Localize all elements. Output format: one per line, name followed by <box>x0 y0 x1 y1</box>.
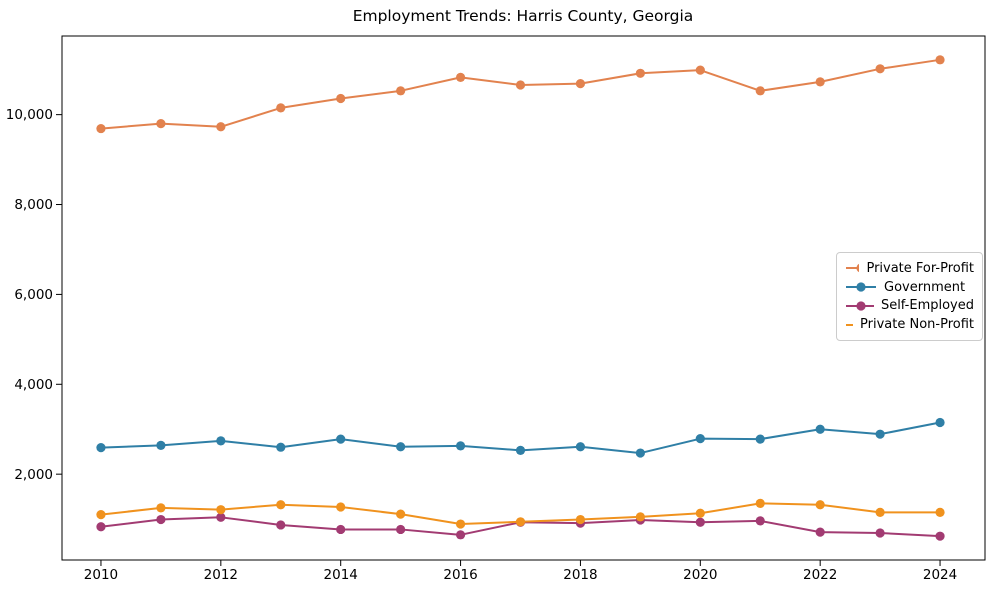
x-axis: 2010 2012 2014 2016 2018 2020 2022 2024 <box>84 560 957 583</box>
data-point-government-2013 <box>276 442 286 452</box>
legend-dot <box>856 282 866 292</box>
data-point-government-2015 <box>396 442 406 452</box>
legend-dot <box>856 301 866 311</box>
data-point-government-2010 <box>96 443 106 453</box>
data-point-private-non-profit-2012 <box>216 505 226 515</box>
data-point-self-employed-2016 <box>455 530 466 540</box>
x-tick-label: 2022 <box>803 567 837 583</box>
legend-marker-government <box>846 282 876 292</box>
data-point-government-2024 <box>935 417 945 428</box>
data-point-government-2020 <box>695 434 705 444</box>
data-point-self-employed-2023 <box>875 528 885 538</box>
data-point-private-non-profit-2014 <box>336 502 346 512</box>
series-layer <box>96 55 945 541</box>
data-point-private-for-profit-2023 <box>875 64 885 74</box>
x-tick-label: 2012 <box>204 567 238 583</box>
data-point-private-for-profit-2015 <box>396 86 406 96</box>
data-point-self-employed-2011 <box>156 514 166 525</box>
data-point-self-employed-2012 <box>216 512 226 522</box>
data-point-self-employed-2022 <box>815 527 825 537</box>
y-tick-label: 2,000 <box>14 467 53 483</box>
data-point-government-2018 <box>575 442 586 452</box>
data-point-private-non-profit-2016 <box>455 519 466 529</box>
legend-label: Private Non-Profit <box>860 317 974 333</box>
data-point-private-non-profit-2015 <box>396 509 406 519</box>
data-point-government-2011 <box>156 440 166 451</box>
data-point-self-employed-2020 <box>695 517 705 527</box>
legend-label: Self-Employed <box>880 298 974 314</box>
legend-item-private-non-profit: Private Non-Profit <box>845 318 974 332</box>
data-point-private-non-profit-2011 <box>156 503 166 513</box>
data-point-private-non-profit-2024 <box>935 507 945 517</box>
legend-item-self-employed: Self-Employed <box>845 299 974 313</box>
data-point-self-employed-2015 <box>396 524 406 535</box>
data-point-private-for-profit-2014 <box>336 93 346 104</box>
x-tick-label: 2014 <box>324 567 358 583</box>
legend-item-government: Government <box>845 280 974 294</box>
y-axis: 2,000 4,000 6,000 8,000 10,000 <box>6 107 62 483</box>
data-point-private-non-profit-2022 <box>815 500 825 510</box>
axes-frame <box>61 35 986 561</box>
legend-marker-self-employed <box>846 301 874 311</box>
data-point-private-for-profit-2024 <box>935 55 945 65</box>
data-point-private-non-profit-2013 <box>276 500 286 510</box>
data-point-private-non-profit-2010 <box>96 510 106 520</box>
data-point-self-employed-2024 <box>935 531 945 541</box>
legend: Private For-Profit Government Self-Employe… <box>836 252 983 341</box>
data-point-private-for-profit-2018 <box>575 79 586 89</box>
data-point-government-2021 <box>755 434 765 444</box>
legend-dot <box>856 264 860 273</box>
legend-item-private-for-profit: Private For-Profit <box>845 261 974 275</box>
data-point-government-2022 <box>815 424 825 434</box>
legend-label: Government <box>884 279 966 295</box>
data-point-private-for-profit-2022 <box>815 77 825 87</box>
data-point-self-employed-2014 <box>336 524 346 535</box>
chart-title: Employment Trends: Harris County, Georgi… <box>353 7 694 25</box>
legend-marker-private-non-profit <box>846 323 854 326</box>
x-tick-label: 2020 <box>683 567 717 583</box>
data-point-private-non-profit-2017 <box>515 517 526 527</box>
legend-marker-private-for-profit <box>846 264 860 273</box>
y-tick-label: 4,000 <box>14 377 53 393</box>
data-point-government-2012 <box>216 436 226 446</box>
data-point-private-for-profit-2011 <box>156 119 166 129</box>
data-point-private-non-profit-2018 <box>575 514 586 525</box>
y-tick-label: 6,000 <box>14 287 53 303</box>
data-point-private-for-profit-2016 <box>455 72 466 82</box>
x-tick-label: 2016 <box>443 567 477 583</box>
data-point-private-for-profit-2017 <box>515 80 526 90</box>
data-point-private-non-profit-2019 <box>635 512 645 522</box>
data-point-government-2016 <box>455 441 466 451</box>
data-point-private-for-profit-2021 <box>755 86 765 96</box>
data-point-private-non-profit-2023 <box>875 507 885 517</box>
data-point-self-employed-2010 <box>96 522 106 532</box>
y-tick-label: 10,000 <box>6 107 53 123</box>
x-tick-label: 2018 <box>563 567 597 583</box>
data-point-self-employed-2013 <box>276 520 286 530</box>
data-point-private-for-profit-2020 <box>695 65 705 75</box>
data-point-private-non-profit-2021 <box>755 498 765 508</box>
x-tick-label: 2010 <box>84 567 118 583</box>
data-point-private-non-profit-2020 <box>695 508 705 518</box>
x-tick-label: 2024 <box>923 567 957 583</box>
data-point-private-for-profit-2012 <box>216 122 226 132</box>
legend-label: Private For-Profit <box>866 260 974 276</box>
data-point-private-for-profit-2019 <box>635 68 645 78</box>
data-point-government-2023 <box>875 429 885 439</box>
data-point-government-2014 <box>336 434 346 444</box>
data-point-private-for-profit-2013 <box>276 103 286 113</box>
y-tick-label: 8,000 <box>14 197 53 213</box>
series-line-private-for-profit <box>99 58 942 130</box>
data-point-self-employed-2021 <box>755 516 765 526</box>
data-point-government-2017 <box>515 445 526 455</box>
data-point-government-2019 <box>635 448 645 458</box>
data-point-private-for-profit-2010 <box>96 123 106 134</box>
